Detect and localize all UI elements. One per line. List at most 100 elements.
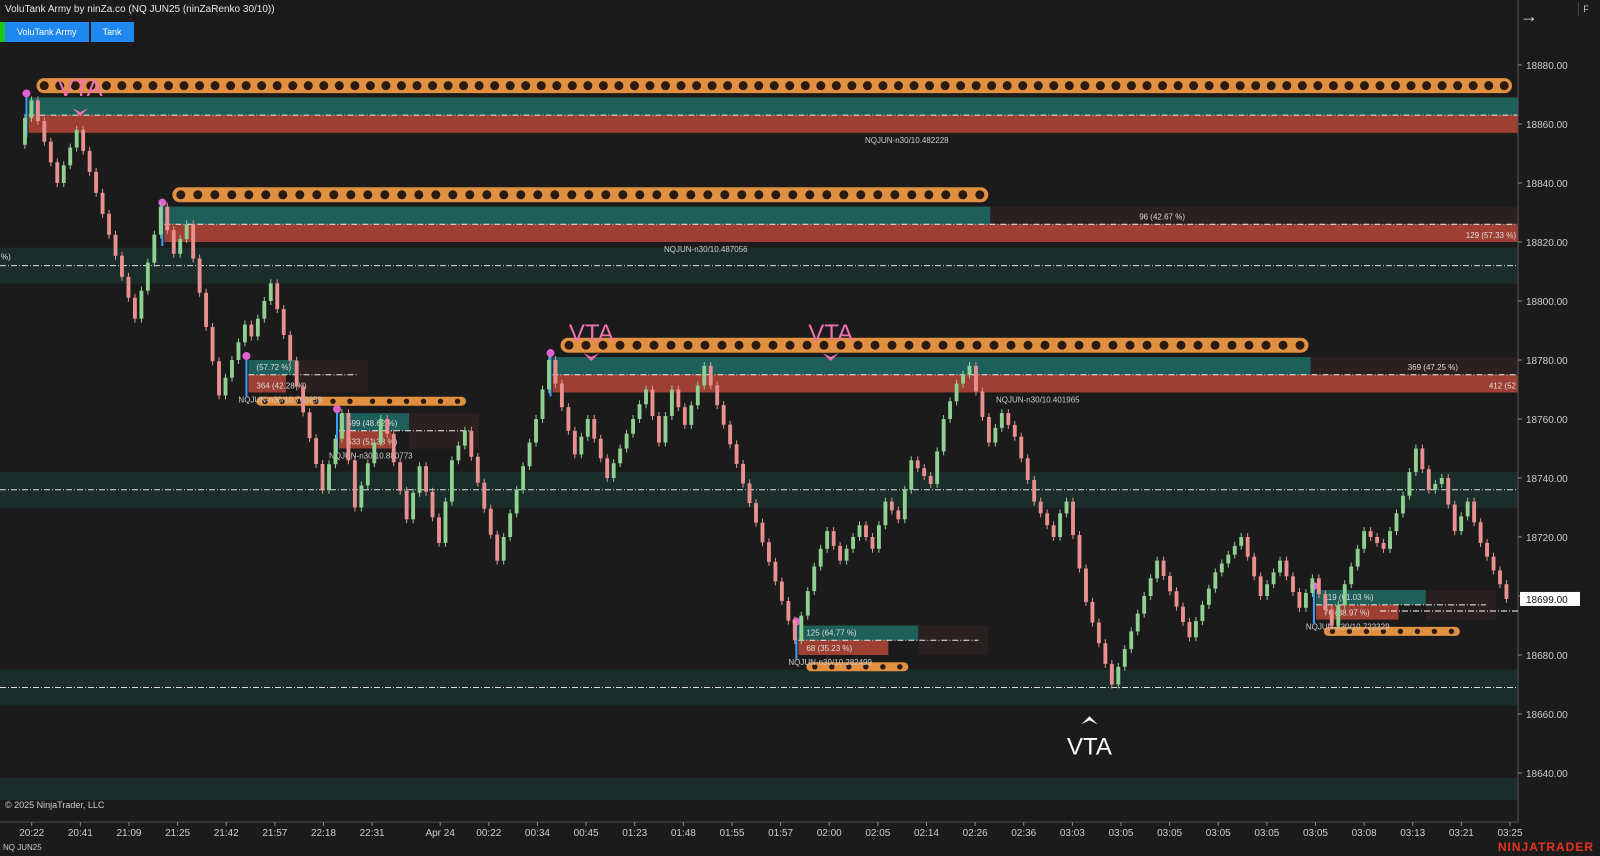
candle — [954, 383, 959, 402]
price-tick-label: 18780.00 — [1526, 356, 1568, 367]
tank-dot — [403, 398, 410, 404]
time-tick-label: 03:05 — [1254, 828, 1279, 839]
tank-dot — [703, 190, 713, 200]
tank-dot — [1227, 340, 1237, 350]
candle — [844, 548, 849, 561]
candle — [792, 620, 797, 641]
tank-dot — [856, 190, 866, 200]
arrow-right-icon[interactable]: → — [1520, 6, 1538, 26]
tank-dot — [347, 398, 353, 404]
tank-dot — [1064, 81, 1074, 91]
last-price-badge — [1520, 591, 1580, 606]
tank-dot — [210, 190, 220, 200]
candle — [605, 458, 610, 478]
tank-dot — [1080, 81, 1090, 91]
candle — [430, 491, 435, 518]
tank-dot — [805, 190, 815, 200]
buy-volume-text: 599 (48.62 %) — [347, 419, 398, 428]
tank-dot — [785, 81, 795, 91]
candle — [1122, 649, 1127, 667]
candle — [721, 405, 726, 425]
candle — [288, 334, 293, 361]
candle — [1459, 516, 1464, 532]
candle — [1038, 501, 1043, 514]
candle — [1362, 531, 1367, 549]
candle — [501, 537, 506, 561]
tank-dot — [1158, 81, 1168, 91]
tank-dot — [652, 190, 662, 200]
sell-volume-text: 68 (35.23 %) — [806, 644, 852, 653]
candle — [210, 326, 215, 362]
tank-dot — [971, 81, 981, 91]
candle — [870, 537, 875, 549]
candle — [1193, 621, 1198, 638]
zone-label: NQJUN-n30/10.482228 — [865, 136, 949, 145]
tank-dot — [505, 81, 515, 91]
candle — [715, 385, 720, 406]
candle — [411, 492, 416, 520]
tank-dot — [584, 190, 594, 200]
tank-dot — [1431, 628, 1438, 635]
candle — [1439, 478, 1444, 484]
tank-dot — [839, 190, 849, 200]
tank-dot — [474, 81, 484, 91]
candle — [262, 301, 267, 319]
candle — [1252, 556, 1257, 577]
candle — [443, 501, 448, 543]
time-tick-label: 20:41 — [68, 828, 93, 839]
tank-dot — [334, 81, 344, 91]
tank-dot — [754, 81, 764, 91]
tank-dot — [598, 81, 608, 91]
candle — [1006, 413, 1011, 425]
candle — [68, 147, 73, 166]
tank-dot — [771, 190, 781, 200]
tank-dot — [1244, 340, 1254, 350]
tank-dot — [819, 340, 829, 350]
candle — [1452, 504, 1457, 532]
candle — [385, 419, 390, 434]
panel-corner-button[interactable]: F — [1578, 2, 1593, 16]
tank-dot — [330, 398, 336, 404]
tank-dot — [163, 81, 173, 91]
tank-dot — [303, 81, 313, 91]
candle — [1064, 501, 1069, 514]
time-tick-label: 00:34 — [525, 828, 550, 839]
candle — [1472, 501, 1477, 523]
candle — [695, 385, 700, 406]
tank-dot — [226, 81, 236, 91]
candle — [281, 309, 286, 335]
tank-dot — [1193, 340, 1203, 350]
tank-dot — [1344, 81, 1354, 91]
time-tick-label: 21:57 — [262, 828, 287, 839]
tank-dot — [437, 398, 444, 404]
candle — [391, 433, 396, 463]
candle — [126, 276, 131, 298]
time-tick-label: 21:25 — [165, 828, 190, 839]
candle — [1413, 448, 1418, 473]
tab-tank[interactable]: Tank — [90, 22, 134, 42]
candle — [1239, 537, 1244, 546]
tank-dot — [459, 81, 469, 91]
candle — [896, 510, 901, 520]
tank-dot — [1363, 628, 1370, 635]
tank-dot — [257, 81, 267, 91]
tank-dot — [567, 190, 577, 200]
candle — [508, 513, 513, 537]
tank-dot — [365, 81, 375, 91]
candle — [327, 464, 331, 490]
tank-dot — [972, 340, 982, 350]
tank-dot — [1002, 81, 1012, 91]
candle — [29, 100, 34, 119]
buy-zone — [798, 625, 919, 641]
tank-dot — [1040, 340, 1050, 350]
tank-dot — [907, 190, 917, 200]
tab-volutank-army[interactable]: VoluTank Army — [5, 22, 89, 42]
tank-dot — [1126, 81, 1136, 91]
tank-dot — [176, 190, 186, 200]
candle — [352, 460, 357, 508]
vta-arrow-down-icon — [822, 352, 839, 361]
candle — [35, 100, 40, 122]
candle — [1135, 613, 1140, 632]
tank-dot — [989, 340, 999, 350]
